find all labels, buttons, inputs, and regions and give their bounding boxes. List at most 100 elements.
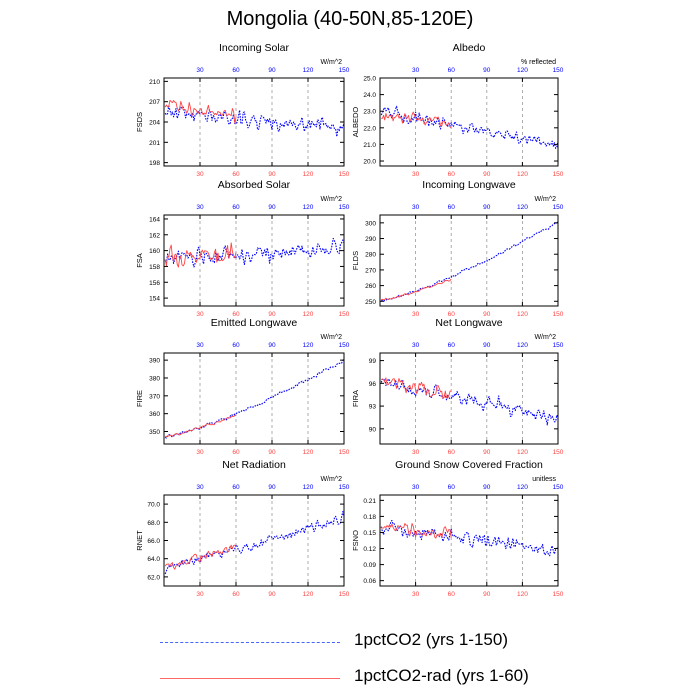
x-tick-label-top: 120 [303,67,314,74]
y-tick-label: 25.0 [363,76,376,83]
x-tick-label-bottom: 90 [268,591,276,598]
x-tick-label-bottom: 30 [196,311,204,318]
chart-panel-fire: Emitted Longwave W/m^2 350 360 370 380 390 30 30… [135,317,350,456]
x-tick-label-top: 30 [196,67,204,74]
series-line-1pctco2-rad [381,111,452,129]
y-tick-label: 64.0 [147,556,160,563]
x-tick-label-top: 30 [412,204,420,211]
series-line-1pctco2-rad [164,544,237,570]
x-tick-label-top: 120 [517,67,528,74]
x-tick-label-bottom: 120 [303,311,314,318]
x-tick-label-top: 90 [483,484,491,491]
x-tick-label-top: 150 [553,67,564,74]
units-label: W/m^2 [534,334,556,341]
x-tick-label-bottom: 120 [303,171,314,178]
x-tick-label-bottom: 150 [553,449,564,456]
panel-title: Emitted Longwave [211,317,298,329]
x-tick-label-bottom: 60 [232,449,240,456]
x-tick-label-bottom: 90 [483,311,491,318]
x-tick-label-top: 60 [448,342,456,349]
legend: 1pctCO2 (yrs 1-150) 1pctCO2-rad (yrs 1-6… [160,630,600,690]
units-label: unitless [532,476,556,483]
x-tick-label-top: 60 [448,204,456,211]
y-tick-label: 162 [149,232,160,239]
y-axis-label: FIRA [351,390,360,407]
x-tick-label-bottom: 150 [339,311,350,318]
y-tick-label: 158 [149,264,160,271]
y-axis-label: FSA [135,253,144,268]
x-tick-label-bottom: 90 [483,171,491,178]
x-tick-label-top: 120 [517,204,528,211]
series-line-1pctco2-rad [381,278,452,301]
x-tick-label-top: 150 [553,342,564,349]
y-tick-label: 0.12 [363,546,376,553]
y-axis-label: ALBEDO [351,107,360,138]
x-tick-label-top: 120 [303,342,314,349]
y-tick-label: 201 [149,140,160,147]
x-tick-label-bottom: 120 [303,591,314,598]
y-tick-label: 68.0 [147,520,160,527]
x-tick-label-top: 150 [553,484,564,491]
x-tick-label-top: 60 [232,484,240,491]
legend-label: 1pctCO2 (yrs 1-150) [354,630,508,649]
panel-title: Absorbed Solar [218,179,291,191]
x-tick-label-bottom: 30 [412,171,420,178]
x-tick-label-top: 90 [268,67,276,74]
x-tick-label-bottom: 90 [268,311,276,318]
plot-frame [163,352,345,445]
x-tick-label-bottom: 120 [517,591,528,598]
x-tick-label-bottom: 150 [553,591,564,598]
panel-title: Net Radiation [222,459,286,471]
x-tick-label-top: 150 [339,67,350,74]
series-line-1pctco2 [381,220,559,302]
x-tick-label-top: 90 [268,342,276,349]
x-tick-label-top: 60 [448,484,456,491]
panel-title: Net Longwave [435,317,502,329]
units-label: % reflected [521,59,556,66]
x-tick-label-bottom: 120 [517,449,528,456]
x-tick-label-bottom: 120 [303,449,314,456]
series-line-1pctco2-rad [165,414,237,438]
x-tick-label-bottom: 150 [339,591,350,598]
panel-title: Incoming Solar [219,42,290,54]
x-tick-label-top: 90 [483,204,491,211]
y-tick-label: 66.0 [147,538,160,545]
plot-frame [163,214,345,307]
x-tick-label-top: 90 [483,342,491,349]
x-tick-label-top: 150 [339,342,350,349]
x-tick-label-bottom: 60 [448,311,456,318]
y-tick-label: 0.06 [363,578,376,585]
series-line-1pctco2-rad [164,242,237,268]
x-tick-label-bottom: 60 [448,171,456,178]
y-tick-label: 156 [149,280,160,287]
y-tick-label: 207 [149,99,160,106]
series-line-1pctco2-rad [381,522,452,539]
units-label: W/m^2 [534,196,556,203]
y-tick-label: 0.09 [363,562,376,569]
y-tick-label: 99 [369,358,377,365]
x-tick-label-bottom: 60 [448,591,456,598]
y-tick-label: 70.0 [147,502,160,509]
plot-frame [379,352,559,445]
panel-title: Albedo [453,42,486,54]
y-tick-label: 22.0 [363,125,376,132]
x-tick-label-top: 60 [232,342,240,349]
x-tick-label-top: 30 [412,67,420,74]
chart-panel-fsno: Ground Snow Covered Fraction unitless 0.06… [351,459,564,598]
y-tick-label: 90 [369,426,377,433]
y-tick-label: 160 [149,248,160,255]
y-tick-label: 154 [149,296,160,303]
y-tick-label: 204 [149,120,160,127]
x-tick-label-top: 90 [268,484,276,491]
chart-panel-fsa: Absorbed Solar W/m^2 154 156 158 160 162 164 30 3… [135,179,350,318]
x-tick-label-bottom: 120 [517,171,528,178]
y-tick-label: 290 [365,236,376,243]
y-tick-label: 390 [149,358,160,365]
x-tick-label-top: 150 [339,204,350,211]
y-tick-label: 96 [369,381,377,388]
y-tick-label: 62.0 [147,574,160,581]
x-tick-label-top: 90 [483,67,491,74]
units-label: W/m^2 [320,59,342,66]
x-tick-label-top: 90 [268,204,276,211]
